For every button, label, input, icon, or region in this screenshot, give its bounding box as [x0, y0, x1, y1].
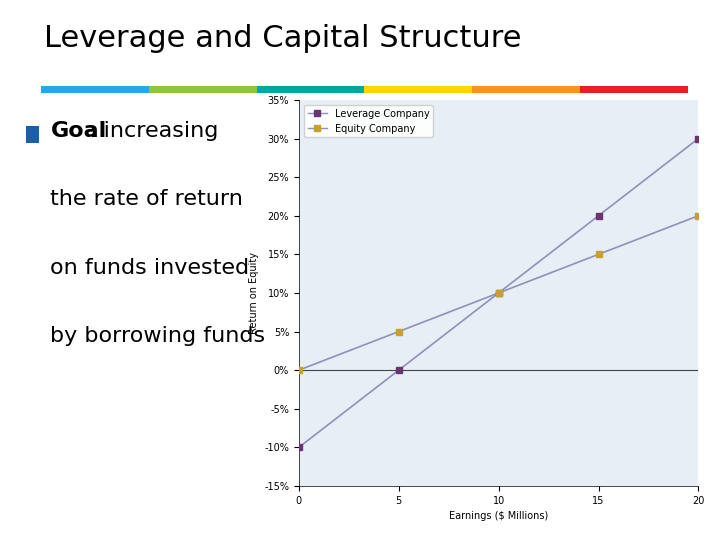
Text: the rate of return: the rate of return: [50, 189, 243, 209]
Bar: [256, 86, 364, 93]
Bar: [364, 86, 472, 93]
Y-axis label: Return on Equity: Return on Equity: [248, 252, 258, 334]
Bar: [149, 86, 256, 93]
Text: by borrowing funds: by borrowing funds: [50, 326, 266, 346]
Text: on funds invested: on funds invested: [50, 258, 250, 278]
Bar: [41, 86, 149, 93]
X-axis label: Earnings ($ Millions): Earnings ($ Millions): [449, 511, 548, 521]
Text: Goal: Goal: [50, 120, 107, 141]
Bar: [580, 86, 688, 93]
Text: : increasing: : increasing: [89, 120, 219, 141]
Legend: Leverage Company, Equity Company: Leverage Company, Equity Company: [304, 105, 433, 137]
Text: Leverage and Capital Structure: Leverage and Capital Structure: [44, 24, 522, 53]
Bar: [26, 126, 39, 143]
Bar: [472, 86, 580, 93]
